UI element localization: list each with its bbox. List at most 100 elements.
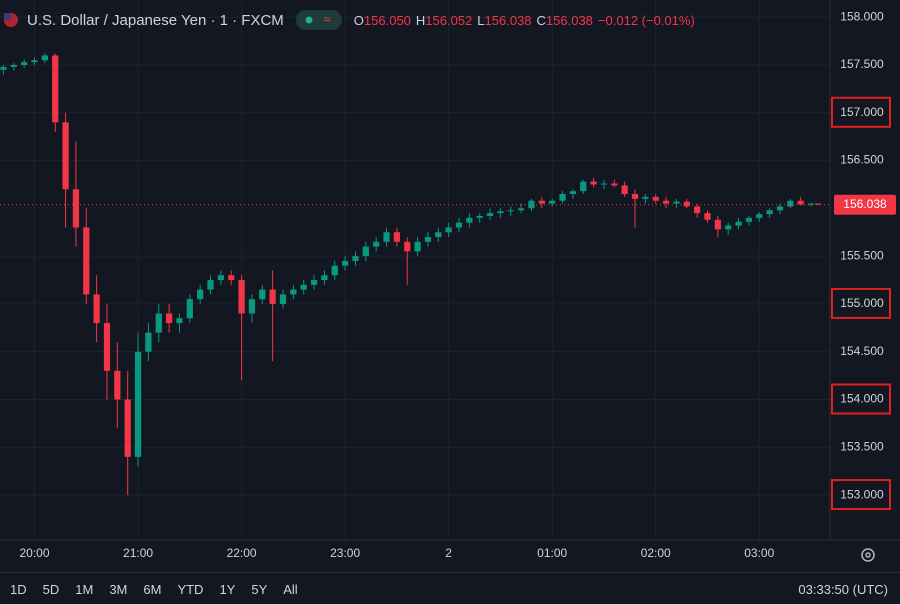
- candle-body: [631, 194, 639, 199]
- x-tick-label: 2: [445, 546, 452, 560]
- candle-body: [62, 122, 69, 190]
- candle-body: [549, 200, 556, 204]
- candle-body: [373, 241, 380, 247]
- x-tick-label: 23:00: [330, 546, 360, 560]
- range-button[interactable]: YTD: [177, 581, 204, 597]
- candle-body: [424, 237, 432, 242]
- candle-body: [83, 227, 90, 295]
- y-tick-label: 155.500: [840, 248, 884, 262]
- ohlc-key: H: [415, 13, 426, 28]
- candle-body: [114, 370, 121, 400]
- range-button[interactable]: 5D: [42, 581, 60, 597]
- y-tick-label: 153.500: [840, 439, 884, 453]
- last-price-box: [834, 194, 896, 215]
- symbol-title: U.S. Dollar / Japanese Yen · 1 · FXCM: [27, 11, 284, 29]
- candle-body: [611, 183, 618, 186]
- x-tick-label: 22:00: [227, 546, 257, 560]
- candle-body: [725, 225, 732, 230]
- candle-body: [186, 299, 193, 319]
- range-button[interactable]: 1M: [75, 581, 94, 597]
- candle-body: [0, 66, 7, 70]
- ohlc-key: O: [353, 13, 364, 28]
- y-tick-label: 154.500: [840, 344, 884, 358]
- range-button[interactable]: 5Y: [251, 581, 268, 597]
- candle-body: [518, 208, 525, 211]
- candle-body: [662, 200, 670, 204]
- candle-body: [228, 275, 235, 281]
- candle-body: [404, 241, 411, 252]
- ohlc-item: C156.038: [537, 13, 593, 28]
- tick-highlight: [831, 479, 891, 511]
- candle-body: [321, 275, 328, 281]
- candle-body: [714, 219, 721, 230]
- candle-body: [414, 241, 421, 252]
- candle-body: [93, 294, 100, 324]
- candle-body: [207, 280, 214, 290]
- candle-body: [776, 206, 784, 211]
- candle-body: [652, 196, 659, 201]
- status-pill[interactable]: ≈: [295, 10, 342, 30]
- candle-body: [269, 289, 276, 304]
- range-button[interactable]: 1Y: [219, 581, 236, 597]
- candle-body: [797, 200, 804, 205]
- candle-body: [673, 201, 680, 204]
- settings-icon[interactable]: [861, 548, 875, 562]
- candle-body: [435, 232, 442, 238]
- tick-highlight: [831, 383, 891, 415]
- candle-body: [166, 313, 173, 324]
- y-tick-label: 155.000: [840, 296, 884, 310]
- candle-body: [352, 256, 359, 261]
- candle-body: [197, 289, 204, 300]
- candle-body: [466, 217, 473, 223]
- candle-body: [642, 196, 649, 199]
- chart: 153.000 153.500 154.000 154.500 155.000 155.5…: [0, 0, 900, 562]
- y-tick-label: 157.000: [840, 105, 884, 119]
- candle-body: [290, 289, 297, 295]
- candle-body: [455, 222, 463, 228]
- candle-body: [72, 189, 80, 228]
- candle-body: [814, 203, 822, 205]
- candle-body: [124, 399, 131, 457]
- x-tick-label: 03:00: [744, 546, 774, 560]
- svg-text:≈: ≈: [323, 11, 330, 26]
- ohlc-key: L: [477, 13, 485, 28]
- candle-body: [559, 194, 566, 201]
- candle-body: [21, 62, 28, 65]
- x-tick-label: 20:00: [19, 546, 49, 560]
- y-tick-label: 153.000: [840, 487, 884, 501]
- ohlc-item: O156.050: [354, 13, 411, 28]
- candle-body: [486, 213, 494, 216]
- candle-body: [600, 183, 608, 185]
- ohlc-value: 156.052: [425, 13, 473, 28]
- range-button[interactable]: 1D: [10, 581, 27, 597]
- candle-body: [259, 289, 266, 300]
- candle-body: [476, 216, 483, 218]
- candle-body: [807, 203, 815, 205]
- bottom-toolbar: 03:33:50 (UTC) 1D 5D 1M 3M 6M YTD 1Y 5Y All: [0, 572, 900, 604]
- candle-body: [248, 299, 256, 314]
- range-button[interactable]: 6M: [143, 581, 162, 597]
- candle-body: [735, 221, 742, 226]
- candle-body: [41, 55, 48, 61]
- candle-body: [176, 318, 183, 324]
- y-tick-label: 154.000: [840, 392, 884, 406]
- candle-body: [217, 275, 224, 281]
- grid: [0, 0, 830, 540]
- candle-body: [331, 265, 338, 276]
- range-button[interactable]: 3M: [109, 581, 128, 597]
- candle-body: [538, 200, 545, 204]
- ohlc-item: L156.038: [477, 13, 531, 28]
- last-price-label: 156.038: [843, 197, 887, 211]
- candle-body: [393, 232, 400, 242]
- tick-highlight: [831, 287, 891, 319]
- candle-body: [383, 232, 390, 242]
- candle-body: [145, 332, 152, 352]
- candle-body: [704, 213, 711, 220]
- candle-body: [445, 227, 452, 233]
- candle-body: [756, 214, 763, 218]
- candle-body: [52, 55, 59, 123]
- range-button[interactable]: All: [283, 581, 298, 597]
- candle-body: [238, 280, 245, 314]
- candle-body: [621, 185, 628, 195]
